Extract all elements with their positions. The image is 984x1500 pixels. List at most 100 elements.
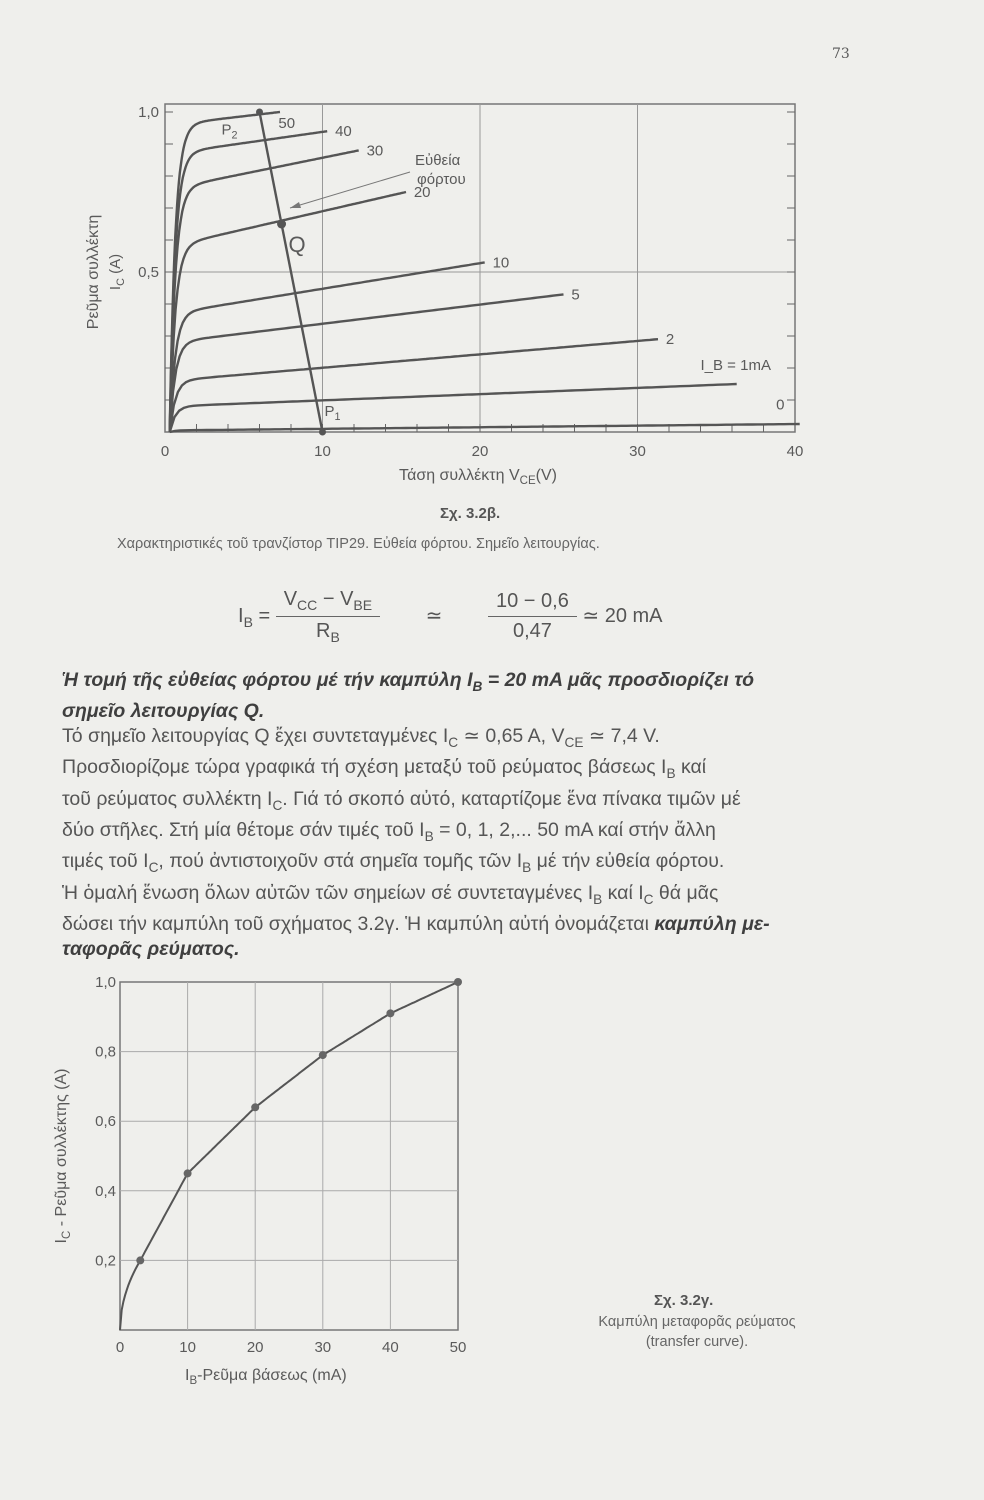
curve-label: 0 [776,397,784,414]
characteristic-curve-ib-30 [168,149,359,433]
text-line: Ἡ ὁμαλή ἕνωση ὅλων αὐτῶν τῶν σημείων σέ … [62,881,882,912]
text-segment: B [666,766,676,782]
text-segment: μέ τήν εὐθεία φόρτου. [531,850,725,873]
x-tick-label: 20 [247,1339,264,1356]
text-segment: B [522,860,532,876]
text-segment: , πού ἀντιστοιχοῦν στά σημεῖα τομῆς τῶν … [158,850,523,873]
data-point [386,1009,395,1018]
text-line: δώσει τήν καμπύλη τοῦ σχήματος 3.2γ. Ἡ κ… [62,912,882,937]
data-point [136,1256,145,1265]
transfer-curve [119,981,459,1331]
formula-approx: ≃ [425,604,443,627]
text-segment: καί I [602,881,644,904]
text-segment: τοῦ ρεύματος συλλέκτη I [62,787,273,810]
text-line: Ἡ τομή τῆς εὐθείας φόρτου μέ τήν καμπύλη… [62,668,882,699]
text-line: Τό σημεῖο λειτουργίας Q ἔχει συντεταγμέν… [62,724,882,755]
text-segment: Ἡ ὁμαλή ἕνωση ὅλων αὐτῶν τῶν σημείων σέ … [62,881,594,904]
formula-fraction-symbolic: VCC − VBE RB [275,588,381,645]
characteristic-curve-ib-20 [168,190,407,433]
figure-title: Σχ. 3.2γ. [654,1292,714,1309]
arrow-head-icon [290,202,301,208]
text-segment: Προσδιορίζομε τώρα γραφικά τή σχέση μετα… [62,756,667,779]
text-segment: . Γιά τό σκοπό αὐτό, καταρτίζομε ἕνα πίν… [282,787,741,810]
figure-caption: Καμπύλη μεταφορᾶς ρεύματος (transfer cur… [567,1312,827,1352]
y-tick-label: 0,8 [95,1044,116,1061]
text-line: τοῦ ρεύματος συλλέκτη IC. Γιά τό σκοπό α… [62,787,882,818]
page-number: 73 [832,46,850,62]
curve-label: I_B = 1mA [701,357,771,374]
characteristic-curve-ib-2 [168,338,659,433]
text-segment: C [272,797,283,813]
text-segment: = 0, 1, 2,... 50 mA καί στήν ἄλλη [433,819,716,842]
load-line-arrow [289,171,411,209]
data-point [318,1051,327,1060]
text-segment: ταφορᾶς ρεύματος. [62,937,240,960]
y-axis-label: IC - Ρεῦμα συλλέκτης (A) [53,1069,73,1244]
y-tick-label: 1,0 [138,104,159,121]
curve-label: 20 [414,184,431,201]
text-segment: C [448,734,459,750]
y-axis-unit-label: IC (A) [107,254,127,290]
text-segment: C [643,891,654,907]
point-p2-label: P2 [222,121,238,141]
text-segment: τιμές τοῦ I [62,850,149,873]
load-line-label: Εὐθεία [415,152,461,169]
data-point [183,1169,192,1178]
text-segment: ≃ 0,65 A, V [458,724,565,747]
text-segment: θά μᾶς [653,881,719,904]
point-p1-label: P1 [325,403,341,423]
x-tick-label: 0 [116,1339,124,1356]
x-tick-label: 0 [161,443,169,460]
text-line: Προσδιορίζομε τώρα γραφικά τή σχέση μετα… [62,755,882,786]
data-point [454,978,462,986]
text-segment: C [148,860,159,876]
plot-frame [119,981,459,1331]
curve-label: 40 [335,123,352,140]
text-line: σημεῖο λειτουργίας Q. [62,699,882,724]
curve-label: 50 [278,115,295,132]
curve-label: 5 [571,286,579,303]
body-text: Ἡ τομή τῆς εὐθείας φόρτου μέ τήν καμπύλη… [62,668,882,961]
point-p1 [319,428,326,436]
figure-title: Σχ. 3.2β. [440,505,501,522]
x-axis-label: IB-Ρεῦμα βάσεως (mA) [185,1367,347,1387]
y-tick-label: 0,4 [95,1183,116,1200]
formula-result: ≃ 20 mA [582,604,663,627]
y-tick-label: 0,6 [95,1113,116,1130]
x-tick-label: 10 [179,1339,196,1356]
text-segment: δώσει τήν καμπύλη τοῦ σχήματος 3.2γ. Ἡ κ… [62,913,655,936]
text-segment: ≃ 7,4 V. [583,724,660,747]
q-point-label: Q [289,232,306,257]
text-segment: = 20 mA μᾶς προσδιορίζει τό [482,669,755,691]
x-tick-label: 30 [629,443,646,460]
caption-line: (transfer curve). [645,1334,749,1350]
x-tick-label: 50 [450,1339,467,1356]
base-current-formula: IB = VCC − VBE RB ≃ 10 − 0,6 0,47 ≃ 20 m… [238,588,663,645]
y-axis-label: Ρεῦμα συλλέκτη [85,215,102,329]
text-segment: CE [564,734,584,750]
text-line: δύο στῆλες. Στή μία θέτομε σάν τιμές τοῦ… [62,818,882,849]
characteristic-curve-ib-40 [168,130,328,433]
caption-line: Καμπύλη μεταφορᾶς ρεύματος [598,1314,796,1330]
formula-lhs: IB = [238,604,276,630]
curve-label: 2 [666,331,674,348]
data-point [251,1103,260,1112]
characteristic-curve-ib-1 [168,382,737,433]
characteristic-curve-ib-10 [168,261,485,433]
text-segment: Τό σημεῖο λειτουργίας Q ἔχει συντεταγμέν… [62,724,449,747]
y-tick-label: 0,5 [138,264,159,281]
text-segment: B [472,678,483,694]
x-tick-label: 10 [314,443,331,460]
y-tick-label: 0,2 [95,1252,116,1269]
text-segment: Ἡ τομή τῆς εὐθείας φόρτου μέ τήν καμπύλη… [62,669,473,691]
x-tick-label: 30 [314,1339,331,1356]
x-tick-label: 20 [472,443,489,460]
text-segment: δύο στῆλες. Στή μία θέτομε σάν τιμές τοῦ… [62,819,425,842]
q-point [277,219,287,229]
curve-label: 10 [493,254,510,271]
text-segment: καμπύλη με- [654,913,770,936]
point-p2 [256,108,263,116]
formula-fraction-numeric: 10 − 0,6 0,47 [488,590,577,643]
x-tick-label: 40 [382,1339,399,1356]
